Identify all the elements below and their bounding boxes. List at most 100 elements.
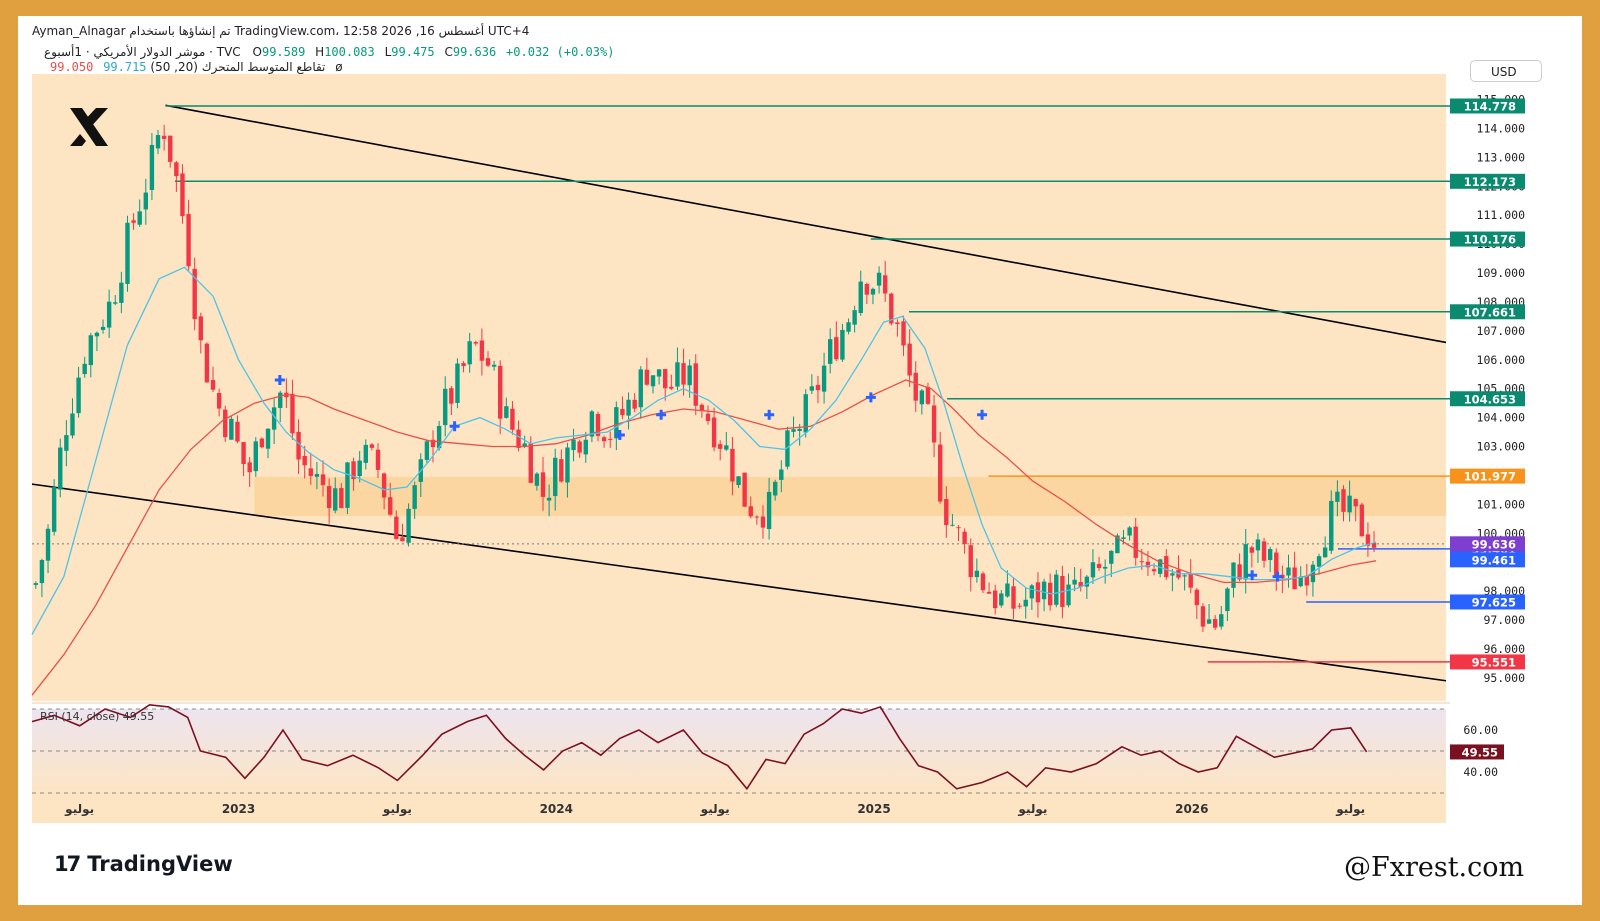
indicator-row[interactable]: تقاطع المتوسط المتحرك (20, 50) 99.715 99… xyxy=(44,60,343,74)
level-tag-107.661 xyxy=(1450,304,1525,320)
high-label: H xyxy=(315,45,325,59)
candle-up xyxy=(278,392,283,408)
symbol-name[interactable]: موشر الدولار الأمريكي · 1أسبوع · TVC xyxy=(44,45,241,59)
indicator-hidden-icon[interactable]: ø xyxy=(335,60,343,74)
candle-down xyxy=(962,531,967,544)
candle-down xyxy=(308,468,313,477)
candle-up xyxy=(64,435,69,451)
ma-fast-value: 99.715 xyxy=(103,60,147,74)
watermark-text: @Fxrest.com xyxy=(1344,852,1525,883)
candle-down xyxy=(730,448,735,482)
change-value: +0.032 (+0.03%) xyxy=(506,45,615,59)
ma-cross-marker xyxy=(614,429,625,440)
low-value: 99.475 xyxy=(391,45,435,59)
candle-down xyxy=(1353,499,1358,507)
open-label: O xyxy=(252,45,262,59)
candle-up xyxy=(766,491,772,530)
level-tag-text: 110.176 xyxy=(1464,233,1516,247)
candle-up xyxy=(1170,573,1175,576)
candle-up xyxy=(876,272,882,286)
candle-down xyxy=(1035,582,1041,603)
ma-cross-marker xyxy=(274,375,285,386)
candle-down xyxy=(577,441,582,453)
candle-up xyxy=(1316,556,1322,567)
candle-down xyxy=(1212,619,1218,628)
candle-up xyxy=(113,302,118,304)
candle-down xyxy=(620,408,625,416)
candle-up xyxy=(455,363,460,403)
price-tag-99.636 xyxy=(1450,536,1525,552)
level-tag-text: 104.653 xyxy=(1464,392,1516,406)
candle-down xyxy=(956,527,961,529)
price-axis-background xyxy=(1450,74,1540,823)
candle-up xyxy=(1005,583,1010,597)
candle-down xyxy=(815,384,821,391)
candle-up xyxy=(809,386,815,391)
candle-down xyxy=(986,591,992,594)
candle-up xyxy=(1243,544,1248,580)
candle-up xyxy=(534,473,540,486)
publish-info: Ayman_Alnagar تم إنشاؤها باستخدام Tradin… xyxy=(32,24,530,38)
chart-canvas[interactable]: 95.00096.00097.00098.00099.000100.000101… xyxy=(18,16,1582,905)
candle-up xyxy=(870,288,876,295)
candle-down xyxy=(559,459,564,482)
rsi-tick-label: 60.00 xyxy=(1463,723,1498,737)
candle-up xyxy=(125,222,130,284)
candle-down xyxy=(595,413,601,436)
candle-up xyxy=(1219,614,1224,627)
tradingview-logo[interactable]: 17 TradingView xyxy=(54,852,233,876)
candle-down xyxy=(302,456,307,466)
candle-down xyxy=(754,516,760,518)
chart-window: 95.00096.00097.00098.00099.000100.000101… xyxy=(18,16,1582,905)
candle-down xyxy=(669,386,674,389)
time-axis-label: 2023 xyxy=(222,802,255,816)
time-axis-label: يوليو xyxy=(1335,802,1365,817)
candle-down xyxy=(1249,547,1255,553)
candle-up xyxy=(94,332,100,337)
candle-down xyxy=(980,573,986,591)
candle-down xyxy=(1341,489,1346,512)
candle-up xyxy=(675,362,680,387)
candle-up xyxy=(265,428,271,449)
time-axis-label: 2026 xyxy=(1175,802,1208,816)
ma-slow-value: 99.050 xyxy=(50,60,94,74)
candle-up xyxy=(1157,559,1163,574)
candle-up xyxy=(424,441,430,460)
candle-up xyxy=(345,462,350,508)
candle-up xyxy=(650,375,656,387)
candle-down xyxy=(1145,561,1151,568)
time-axis-label: 2025 xyxy=(857,802,890,816)
candle-up xyxy=(229,418,234,440)
candle-down xyxy=(644,369,650,385)
candle-up xyxy=(106,301,112,328)
candle-up xyxy=(827,339,833,364)
candle-down xyxy=(760,516,766,528)
candle-up xyxy=(1267,549,1273,561)
close-value: 99.636 xyxy=(452,45,497,59)
level-tag-text: 95.551 xyxy=(1472,655,1516,669)
candle-up xyxy=(1029,585,1035,599)
ma-cross-label[interactable]: تقاطع المتوسط المتحرك (20, 50) xyxy=(150,60,326,74)
candle-up xyxy=(785,430,790,467)
candle-up xyxy=(82,363,87,375)
candle-down xyxy=(369,444,375,448)
candle-up xyxy=(1054,574,1059,605)
ma50-line xyxy=(31,379,1377,696)
currency-button[interactable]: USD xyxy=(1470,60,1542,82)
candle-down xyxy=(968,545,973,578)
price-tag-99.461 xyxy=(1450,552,1525,568)
candle-up xyxy=(412,485,417,509)
candle-up xyxy=(1322,547,1328,558)
candle-down xyxy=(931,405,937,443)
level-tag-text: 107.661 xyxy=(1464,305,1516,319)
candle-down xyxy=(608,438,613,440)
candle-up xyxy=(1084,576,1090,587)
candle-down xyxy=(320,474,326,486)
candle-up xyxy=(1286,567,1291,576)
price-tick-label: 103.000 xyxy=(1477,440,1526,454)
candle-down xyxy=(131,220,136,223)
candle-down xyxy=(388,497,393,515)
candle-up xyxy=(88,335,94,366)
time-axis-label: يوليو xyxy=(64,802,94,817)
price-tick-label: 111.000 xyxy=(1477,208,1526,222)
